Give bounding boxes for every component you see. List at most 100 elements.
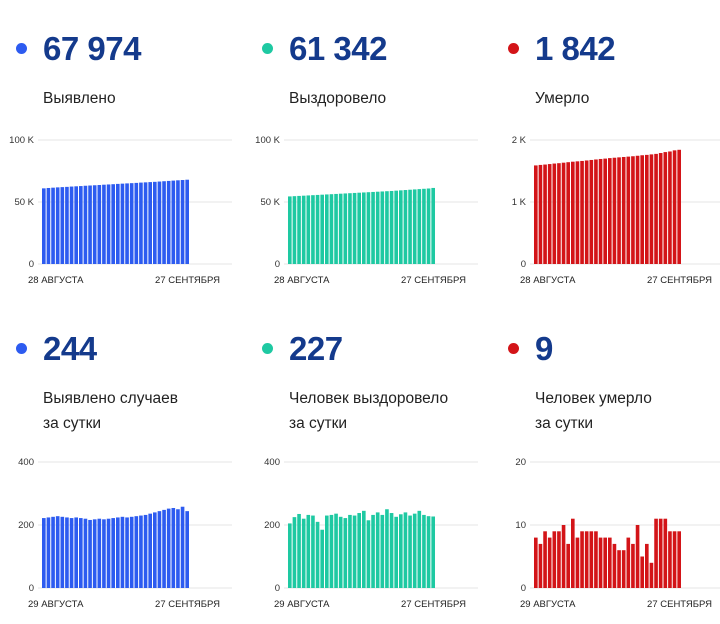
y-tick-label: 0 xyxy=(29,583,34,594)
bar xyxy=(306,195,311,264)
total-detected-number: 67 974 xyxy=(43,30,141,67)
bar xyxy=(626,156,631,264)
bar xyxy=(288,523,292,588)
bar xyxy=(571,518,575,588)
bar xyxy=(557,531,561,588)
bar xyxy=(129,516,134,588)
y-tick-label: 200 xyxy=(18,520,34,531)
bar xyxy=(166,180,171,264)
bar xyxy=(534,537,538,588)
bar xyxy=(120,183,125,264)
bar xyxy=(357,513,361,588)
daily-recovered-label: Человек выздоровело за сутки xyxy=(289,386,448,436)
y-tick-label: 200 xyxy=(264,520,280,531)
bar xyxy=(329,514,334,588)
label-line: Выявлено xyxy=(43,90,116,107)
bar xyxy=(649,154,654,264)
bar xyxy=(166,508,171,588)
x-end-label: 27 СЕНТЯБРЯ xyxy=(401,599,466,610)
total-deaths-number: 1 842 xyxy=(535,30,616,67)
bar xyxy=(334,193,338,264)
card-cumulative-deaths: 1 842 Умерло 0 1 K 2 K 28 АВГУСТА 27 СЕНТЯБР… xyxy=(492,0,720,300)
bar xyxy=(557,163,561,264)
bar xyxy=(672,531,677,588)
x-end-label: 27 СЕНТЯБРЯ xyxy=(155,275,220,286)
bar xyxy=(598,158,603,264)
bar xyxy=(403,512,408,588)
bar xyxy=(148,182,152,264)
bar xyxy=(631,156,635,264)
bar xyxy=(325,515,329,588)
y-tick-label: 0 xyxy=(29,259,34,270)
chart-daily-recovered: 0 200 400 29 АВГУСТА 27 СЕНТЯБРЯ xyxy=(264,457,478,610)
bar xyxy=(46,187,51,264)
bar xyxy=(547,537,552,588)
x-start-label: 28 АВГУСТА xyxy=(28,275,84,286)
bar xyxy=(422,188,426,264)
bar xyxy=(311,515,315,588)
bar xyxy=(543,531,547,588)
bar xyxy=(561,525,566,588)
x-start-label: 29 АВГУСТА xyxy=(520,599,576,610)
bar xyxy=(97,185,102,264)
bar xyxy=(580,531,584,588)
bar xyxy=(626,537,631,588)
bar xyxy=(320,529,324,588)
bar xyxy=(385,191,389,264)
y-tick-label: 400 xyxy=(18,457,34,468)
bar xyxy=(631,543,635,588)
bar xyxy=(338,516,343,588)
total-detected-label: Выявлено xyxy=(43,86,116,111)
bar xyxy=(589,531,594,588)
bar xyxy=(69,518,74,588)
bar xyxy=(315,521,320,588)
bar xyxy=(380,191,385,264)
bar xyxy=(645,543,649,588)
bar xyxy=(608,158,612,264)
bar xyxy=(171,507,176,588)
bar xyxy=(672,150,677,264)
total-recovered-number: 61 342 xyxy=(289,30,387,67)
bar xyxy=(292,517,297,588)
bar xyxy=(292,196,297,264)
bar xyxy=(329,194,334,264)
bar xyxy=(74,186,78,264)
label-line: Умерло xyxy=(535,90,590,107)
bar xyxy=(88,185,92,264)
bar xyxy=(635,525,640,588)
bar xyxy=(65,517,69,588)
y-tick-label: 10 xyxy=(515,520,526,531)
bar xyxy=(180,180,185,264)
bar xyxy=(111,184,115,264)
bar xyxy=(566,543,570,588)
y-tick-label: 1 K xyxy=(512,197,527,208)
total-deaths-label: Умерло xyxy=(535,86,589,111)
bar xyxy=(97,518,102,588)
bar xyxy=(297,513,301,588)
chart-cumulative-deaths: 0 1 K 2 K 28 АВГУСТА 27 СЕНТЯБРЯ xyxy=(512,135,720,286)
bar xyxy=(301,195,306,264)
bar xyxy=(394,516,398,588)
bar xyxy=(547,164,552,264)
bar xyxy=(677,531,681,588)
bar xyxy=(65,186,69,264)
bar xyxy=(403,190,408,264)
chart-cumulative-recovered: 0 50 K 100 K 28 АВГУСТА 27 СЕНТЯБРЯ xyxy=(255,135,478,286)
bar xyxy=(589,159,594,264)
bar xyxy=(306,514,311,588)
x-end-label: 27 СЕНТЯБРЯ xyxy=(647,275,712,286)
x-start-label: 28 АВГУСТА xyxy=(274,275,330,286)
bar xyxy=(55,187,60,264)
daily-detected-label: Выявлено случаев за сутки xyxy=(43,386,178,436)
bar xyxy=(311,195,315,264)
bar xyxy=(538,543,543,588)
bar xyxy=(106,518,111,588)
blue-dot-icon xyxy=(16,343,27,354)
bar xyxy=(580,160,584,264)
daily-detected-number: 244 xyxy=(43,330,97,367)
bar xyxy=(617,157,621,264)
bar xyxy=(315,194,320,264)
bar xyxy=(83,518,88,588)
bar xyxy=(352,515,357,588)
bar xyxy=(603,158,607,264)
